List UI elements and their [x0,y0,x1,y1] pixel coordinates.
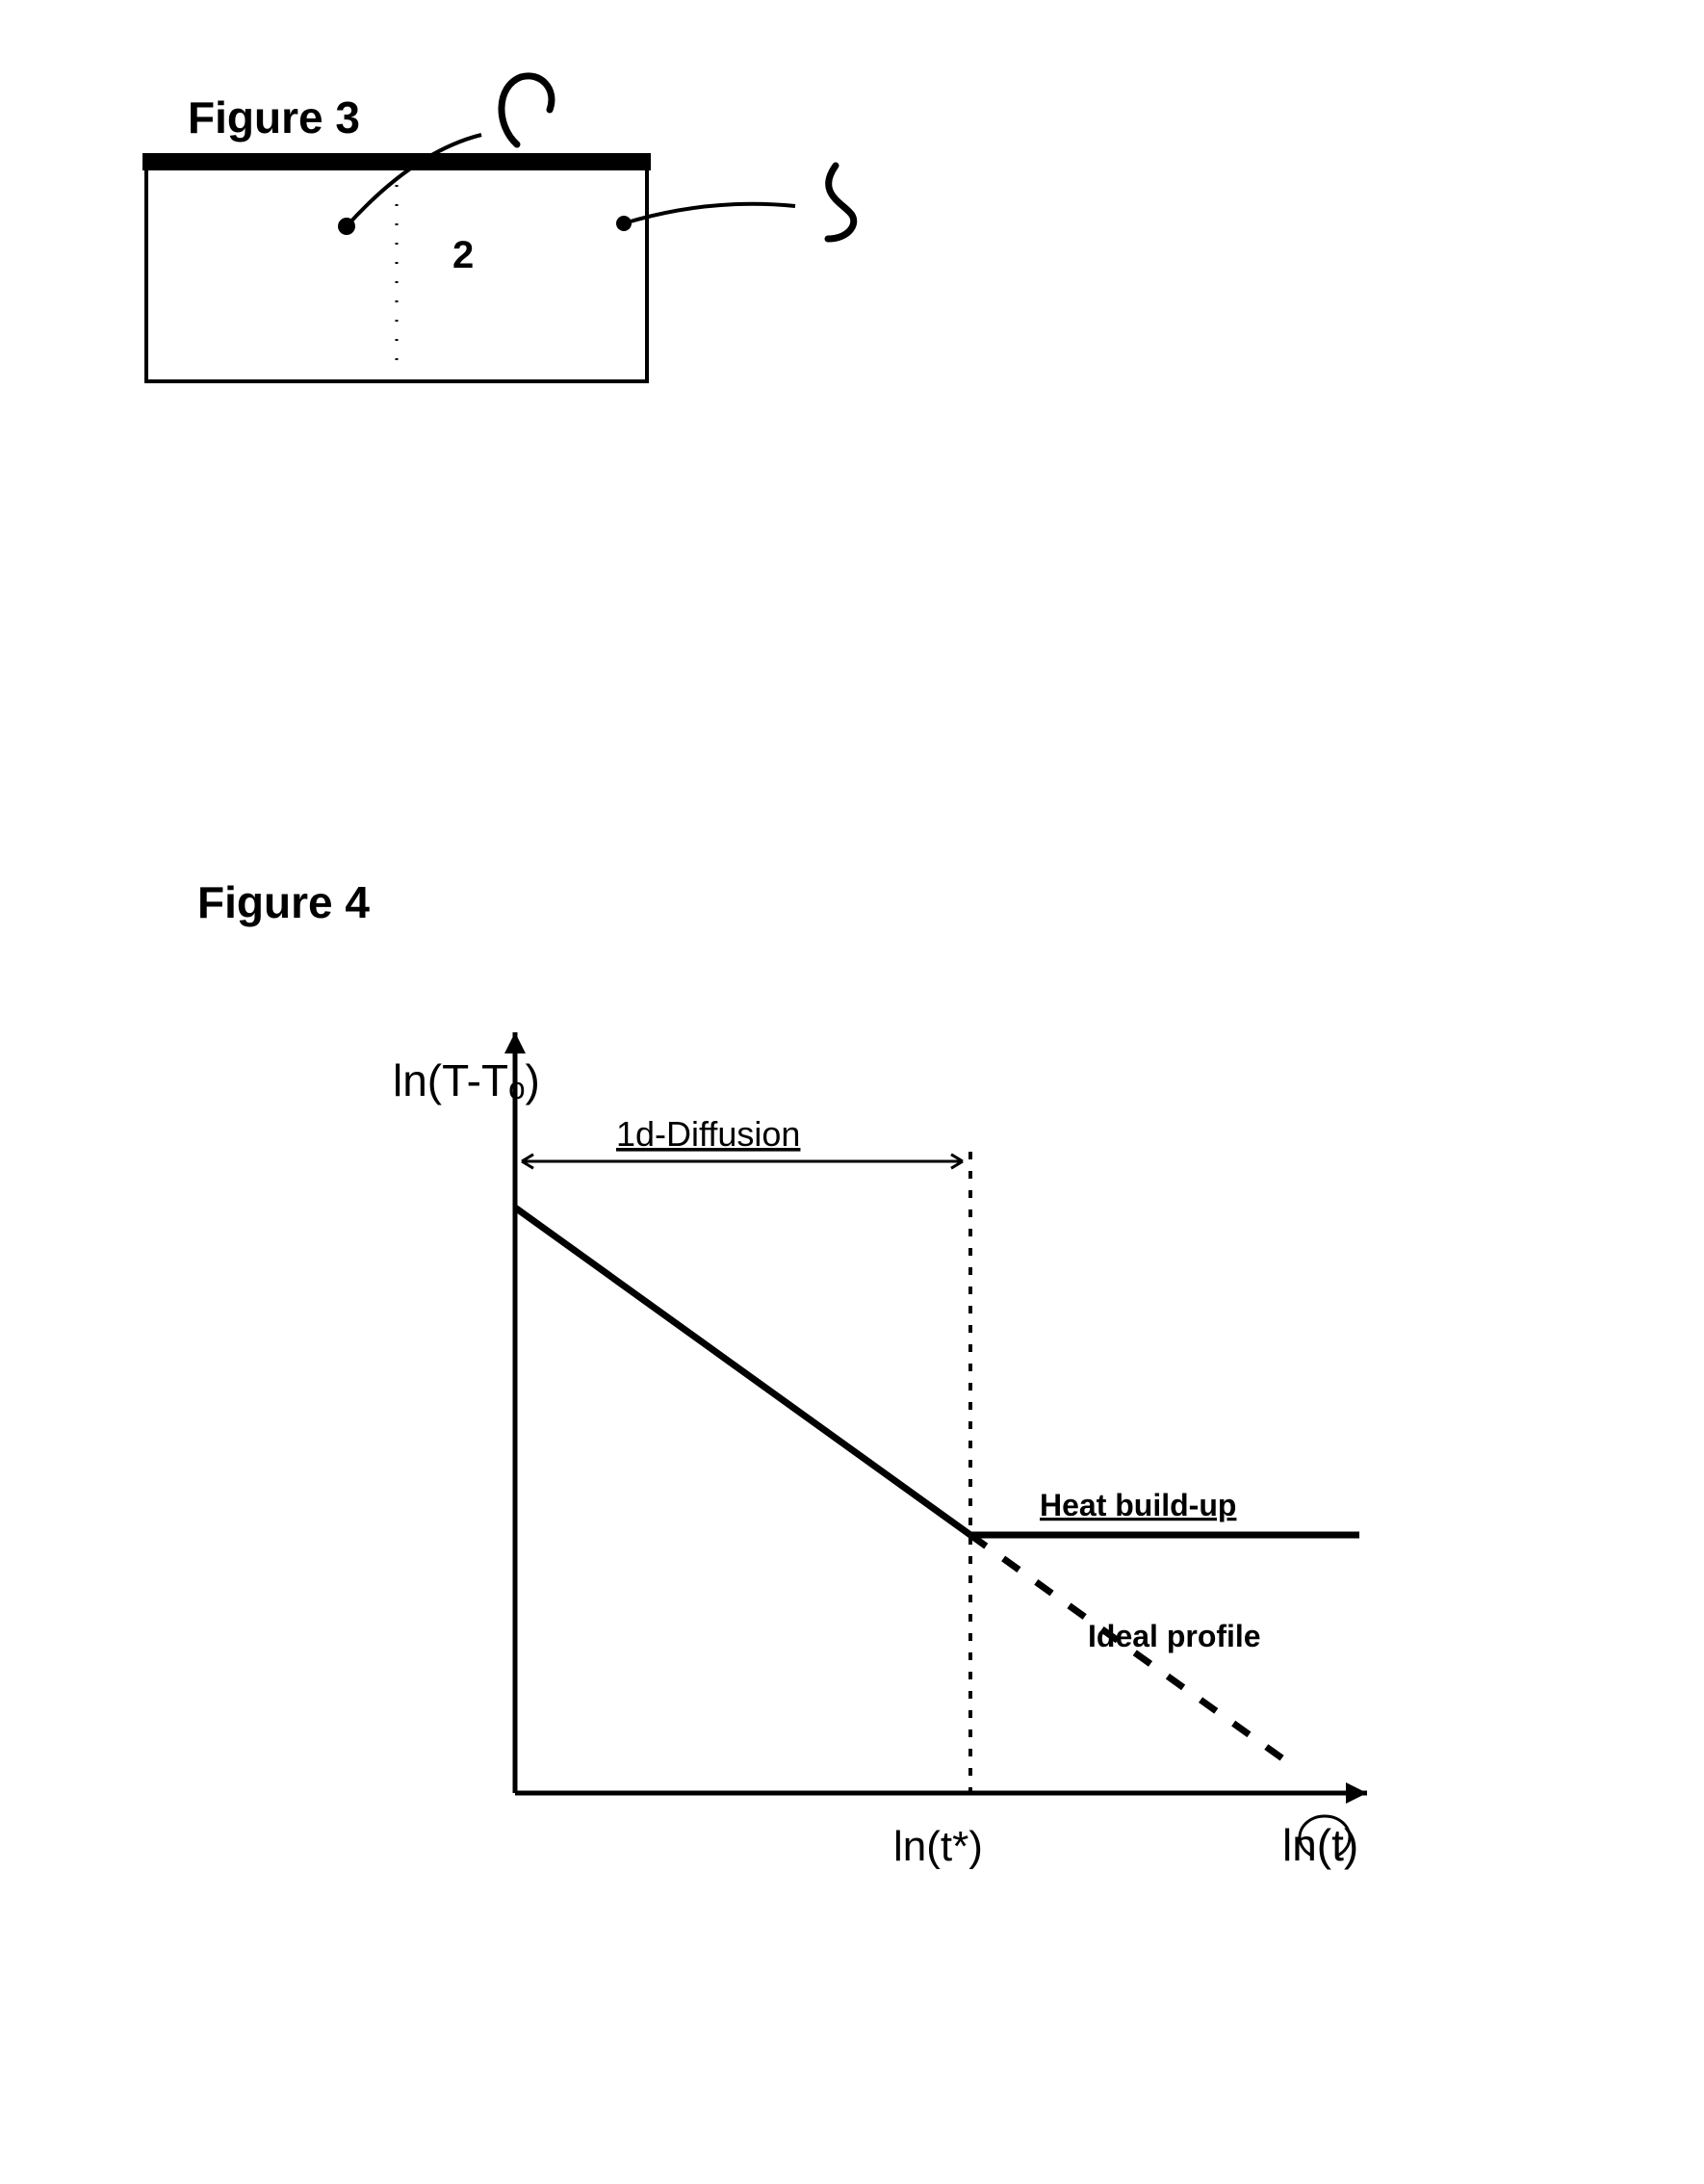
callout-5-dot [338,218,355,235]
region-label-2: 2 [452,234,474,276]
callout-2-dot [616,216,632,231]
annotation-ideal-profile: Ideal profile [1088,1619,1261,1653]
callout-2-leader [624,204,795,223]
region-1d-diffusion-label: 1d-Diffusion [616,1114,800,1154]
sample-top-surface [142,153,651,170]
figure-4-group: ln(T-Tₒ)ln(t)ln(t*)1d-DiffusionHeat buil… [393,1032,1367,1870]
figure-4-label: Figure 4 [197,876,370,928]
sample-box [146,162,647,381]
y-axis-arrow [504,1032,526,1053]
figure-3-diagram: 2 [130,67,1093,433]
x-axis-arrow [1346,1782,1367,1804]
figure-4-chart: ln(T-Tₒ)ln(t)ln(t*)1d-DiffusionHeat buil… [0,944,1540,2003]
callout-5-glyph [502,76,552,144]
page: Figure 3 2 Figure 4 ln(T-Tₒ)ln(t)ln(t*)1… [0,0,1704,2184]
figure-3-group: 2 [142,76,854,381]
y-axis-label: ln(T-Tₒ) [393,1055,540,1105]
callout-2-glyph [828,166,854,239]
annotation-heat-build-up: Heat build-up [1040,1488,1236,1522]
t-star-label: ln(t*) [893,1823,983,1870]
series-ideal [515,1208,970,1535]
